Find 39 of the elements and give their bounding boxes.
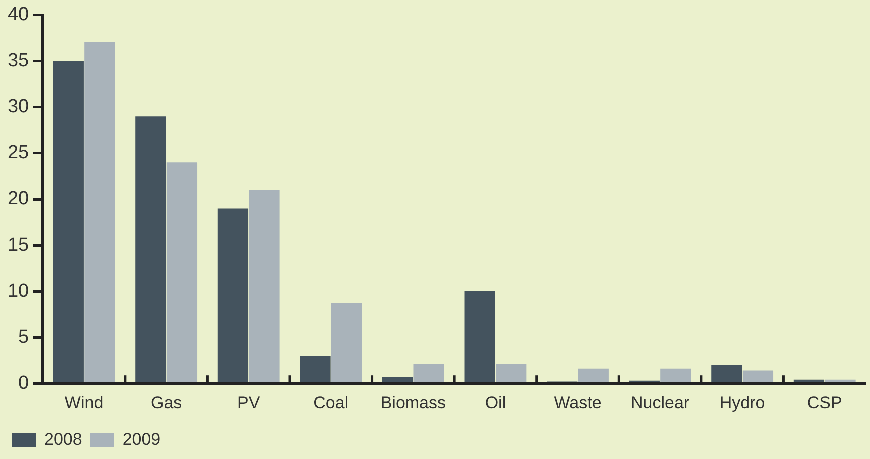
bar (331, 304, 362, 382)
x-tick-label: CSP (807, 393, 842, 412)
y-tick-label: 10 (8, 280, 30, 302)
y-tick-label: 30 (8, 96, 30, 118)
x-tick-label: Hydro (720, 393, 766, 412)
bar (825, 380, 856, 382)
bar (712, 365, 742, 382)
y-tick-label: 15 (8, 234, 30, 256)
legend-label: 2008 (44, 430, 82, 450)
bar (382, 377, 414, 382)
bar (496, 364, 527, 382)
bar (300, 356, 331, 382)
x-tick-label: Waste (554, 393, 602, 412)
x-tick-label: Coal (314, 393, 349, 412)
y-tick-label: 5 (18, 326, 30, 348)
y-tick-label: 25 (8, 142, 30, 164)
bar (84, 42, 116, 382)
y-tick-label: 35 (8, 50, 30, 72)
x-tick-label: Nuclear (630, 393, 690, 412)
y-tick-label: 40 (8, 4, 30, 26)
bar (742, 370, 774, 382)
y-tick-label: 0 (18, 372, 30, 394)
bar (136, 116, 166, 382)
x-tick-label: Gas (150, 393, 182, 412)
y-tick-label: 20 (8, 188, 30, 210)
bar (794, 380, 825, 382)
bar (464, 292, 496, 382)
x-tick-label: PV (238, 393, 261, 412)
bar (414, 364, 444, 382)
bar (660, 368, 692, 382)
x-tick-label: Wind (64, 393, 104, 412)
bar (218, 208, 249, 382)
x-tick-label: Oil (485, 393, 506, 412)
legend-label: 2009 (122, 430, 161, 450)
bar (53, 61, 84, 382)
bar (249, 190, 280, 382)
x-tick-label: Biomass (380, 393, 446, 412)
bar (578, 368, 609, 382)
bar (166, 162, 198, 382)
